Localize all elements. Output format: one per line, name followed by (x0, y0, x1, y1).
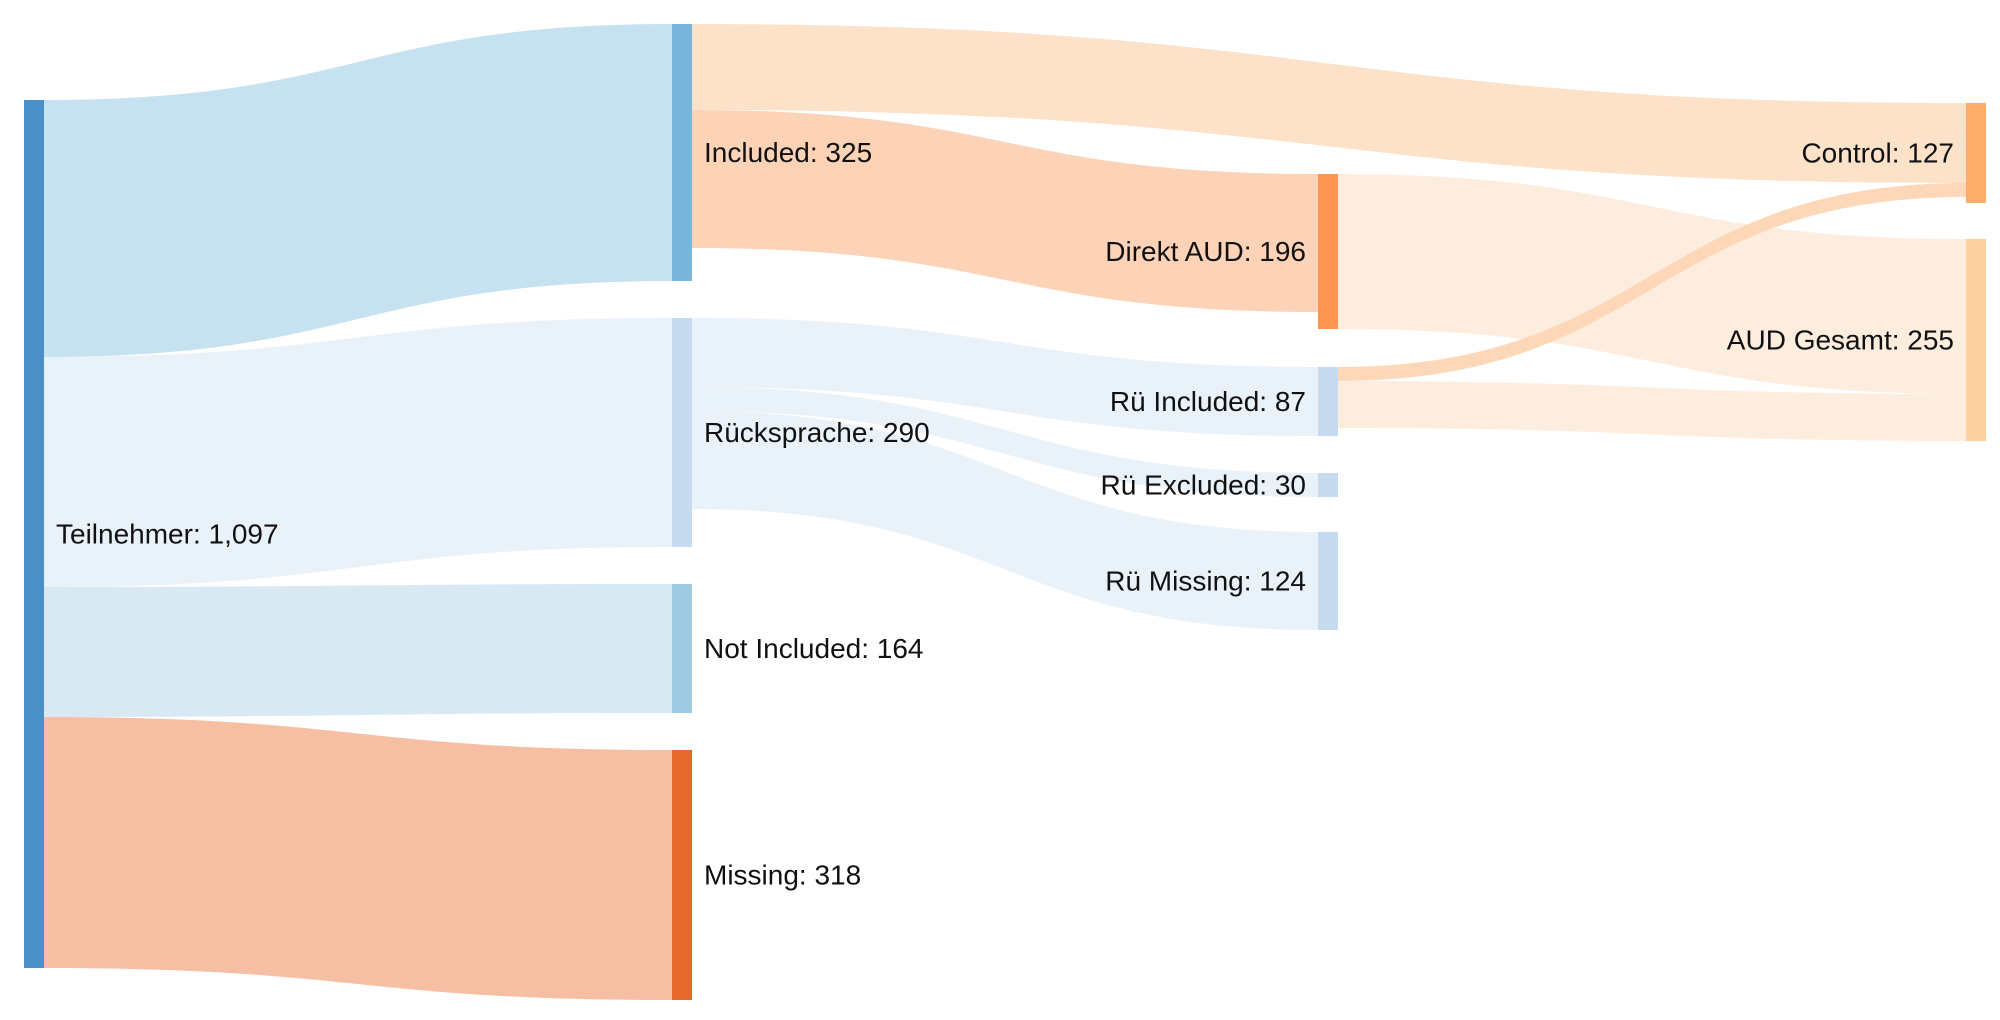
links-layer (44, 24, 1966, 1000)
node-control[interactable] (1966, 103, 1986, 203)
node-ru_included[interactable] (1318, 367, 1338, 436)
link-ru_included-to-aud_gesamt[interactable] (1338, 381, 1966, 441)
node-not_included[interactable] (672, 584, 692, 713)
link-included-to-direkt_aud[interactable] (692, 110, 1318, 312)
link-ruecksprache-to-ru_missing[interactable] (692, 411, 1318, 630)
link-ruecksprache-to-ru_included[interactable] (692, 318, 1318, 436)
node-label-not_included: Not Included: 164 (704, 633, 924, 664)
node-label-ruecksprache: Rücksprache: 290 (704, 417, 930, 448)
node-missing[interactable] (672, 750, 692, 1000)
nodes-layer (24, 24, 1986, 1000)
node-label-ru_excluded: Rü Excluded: 30 (1101, 470, 1306, 501)
link-teilnehmer-to-not_included[interactable] (44, 584, 672, 717)
node-included[interactable] (672, 24, 692, 281)
node-label-control: Control: 127 (1801, 138, 1954, 169)
node-label-ru_included: Rü Included: 87 (1110, 386, 1306, 417)
node-ruecksprache[interactable] (672, 318, 692, 547)
link-teilnehmer-to-included[interactable] (44, 24, 672, 357)
node-label-ru_missing: Rü Missing: 124 (1105, 566, 1306, 597)
node-label-aud_gesamt: AUD Gesamt: 255 (1727, 325, 1954, 356)
node-direkt_aud[interactable] (1318, 174, 1338, 329)
node-label-missing: Missing: 318 (704, 860, 861, 891)
labels-layer: Teilnehmer: 1,097 Included: 325 Rücksprach… (56, 137, 1954, 891)
node-label-included: Included: 325 (704, 137, 872, 168)
link-ru_included-to-control[interactable] (1338, 183, 1966, 381)
link-teilnehmer-to-ruecksprache[interactable] (44, 318, 672, 587)
node-label-teilnehmer: Teilnehmer: 1,097 (56, 519, 279, 550)
node-teilnehmer[interactable] (24, 100, 44, 968)
node-label-direkt_aud: Direkt AUD: 196 (1105, 236, 1306, 267)
link-ruecksprache-to-ru_excluded[interactable] (692, 387, 1318, 497)
link-included-to-control[interactable] (692, 24, 1966, 183)
link-teilnehmer-to-missing[interactable] (44, 717, 672, 1000)
node-ru_missing[interactable] (1318, 532, 1338, 630)
node-ru_excluded[interactable] (1318, 473, 1338, 497)
node-aud_gesamt[interactable] (1966, 239, 1986, 441)
